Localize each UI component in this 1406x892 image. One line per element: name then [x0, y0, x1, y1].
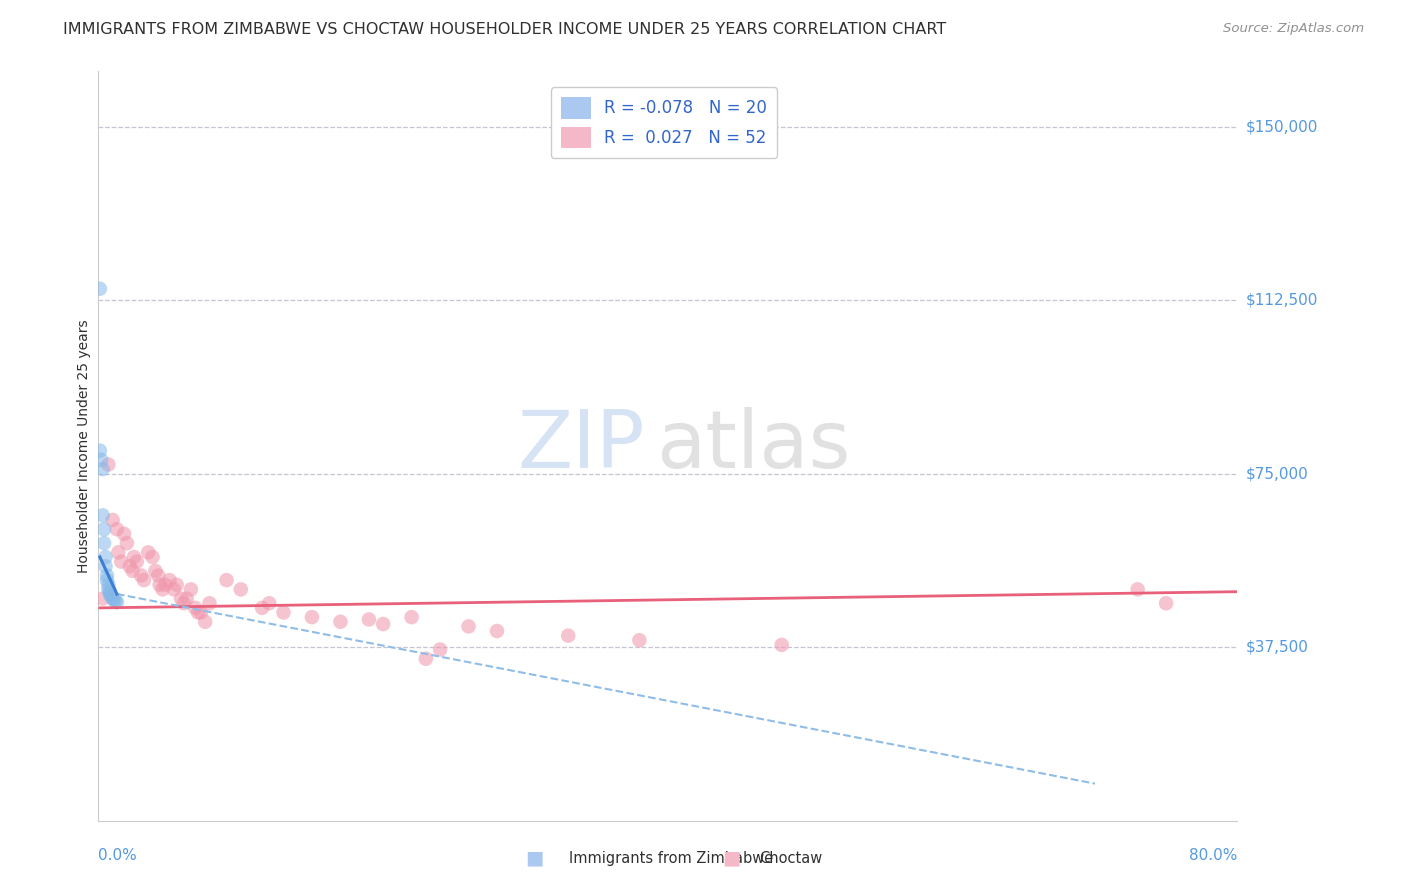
Point: [105, 522, 128, 536]
Point: [141, 549, 163, 564]
Point: [190, 606, 212, 620]
Point: [97, 458, 120, 472]
Point: [259, 596, 281, 610]
Point: [97, 578, 120, 592]
Point: [159, 573, 181, 587]
Point: [373, 617, 395, 632]
Point: [112, 527, 135, 541]
Point: [229, 582, 252, 597]
Point: [429, 642, 451, 657]
Text: 80.0%: 80.0%: [1189, 848, 1237, 863]
Point: [129, 568, 152, 582]
Text: $112,500: $112,500: [1246, 293, 1317, 308]
Point: [107, 545, 129, 559]
Point: [93, 536, 115, 550]
Point: [136, 545, 159, 559]
Text: 0.0%: 0.0%: [98, 848, 138, 863]
Point: [96, 573, 118, 587]
Point: [184, 600, 207, 615]
Text: ■: ■: [721, 848, 741, 868]
Point: [97, 582, 120, 597]
Point: [1154, 596, 1177, 610]
Point: [176, 591, 198, 606]
Point: [273, 606, 295, 620]
Point: [357, 612, 380, 626]
Point: [91, 591, 114, 606]
Point: [173, 596, 195, 610]
Point: [101, 513, 124, 527]
Point: [301, 610, 323, 624]
Point: [93, 522, 115, 536]
Point: [163, 582, 186, 597]
Point: [104, 594, 127, 608]
Text: ■: ■: [524, 848, 544, 868]
Point: [152, 582, 174, 597]
Point: [1126, 582, 1149, 597]
Point: [149, 578, 172, 592]
Text: ZIP: ZIP: [517, 407, 645, 485]
Point: [94, 559, 117, 574]
Point: [118, 559, 141, 574]
Point: [90, 453, 112, 467]
Point: [132, 573, 155, 587]
Point: [101, 591, 124, 606]
Point: [121, 564, 143, 578]
Point: [125, 555, 148, 569]
Text: $150,000: $150,000: [1246, 120, 1317, 135]
Point: [180, 582, 202, 597]
Point: [215, 573, 238, 587]
Point: [98, 584, 121, 599]
Text: $37,500: $37,500: [1246, 640, 1309, 655]
Point: [105, 595, 128, 609]
Point: [145, 564, 167, 578]
Point: [194, 615, 217, 629]
Point: [198, 596, 221, 610]
Text: atlas: atlas: [657, 407, 851, 485]
Point: [187, 606, 209, 620]
Text: IMMIGRANTS FROM ZIMBABWE VS CHOCTAW HOUSEHOLDER INCOME UNDER 25 YEARS CORRELATIO: IMMIGRANTS FROM ZIMBABWE VS CHOCTAW HOUS…: [63, 22, 946, 37]
Point: [486, 624, 509, 638]
Point: [91, 462, 114, 476]
Point: [103, 592, 125, 607]
Point: [100, 590, 122, 604]
Point: [557, 629, 579, 643]
Point: [329, 615, 352, 629]
Point: [94, 549, 117, 564]
Legend: R = -0.078   N = 20, R =  0.027   N = 52: R = -0.078 N = 20, R = 0.027 N = 52: [551, 87, 778, 159]
Y-axis label: Householder Income Under 25 years: Householder Income Under 25 years: [77, 319, 91, 573]
Point: [148, 568, 170, 582]
Point: [170, 591, 193, 606]
Point: [91, 508, 114, 523]
Text: Source: ZipAtlas.com: Source: ZipAtlas.com: [1223, 22, 1364, 36]
Point: [96, 568, 118, 582]
Point: [401, 610, 423, 624]
Point: [155, 578, 177, 592]
Text: $75,000: $75,000: [1246, 467, 1309, 482]
Point: [628, 633, 651, 648]
Point: [89, 282, 111, 296]
Point: [89, 443, 111, 458]
Text: Choctaw: Choctaw: [759, 851, 823, 865]
Point: [415, 652, 437, 666]
Point: [250, 600, 273, 615]
Point: [110, 555, 132, 569]
Point: [115, 536, 138, 550]
Point: [98, 587, 121, 601]
Point: [122, 549, 145, 564]
Point: [166, 578, 188, 592]
Point: [457, 619, 479, 633]
Point: [770, 638, 793, 652]
Text: Immigrants from Zimbabwe: Immigrants from Zimbabwe: [569, 851, 773, 865]
